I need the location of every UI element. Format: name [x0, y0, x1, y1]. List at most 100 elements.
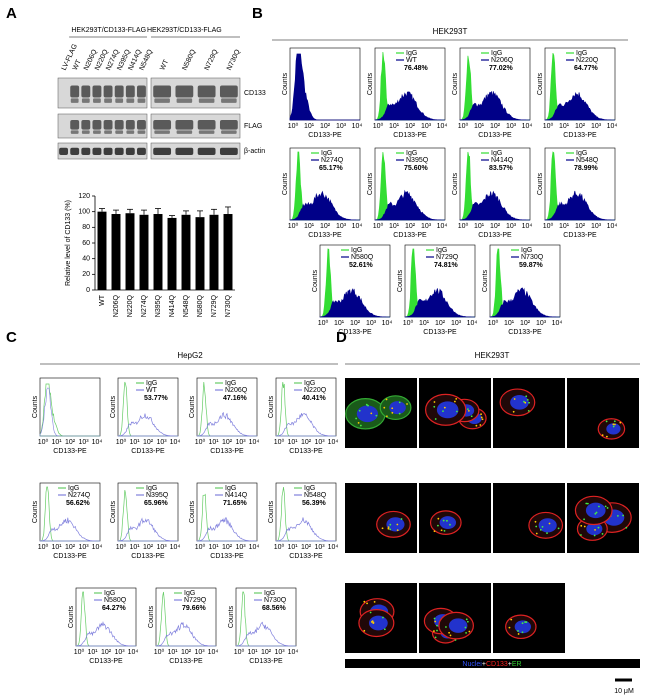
legend-text: IgG [351, 247, 362, 254]
er-dot [436, 629, 438, 632]
er-dot [448, 631, 450, 634]
y-tick-label: 60 [82, 240, 90, 247]
x-tick-label: 10² [65, 544, 76, 551]
y-axis-label: Counts [537, 72, 544, 95]
x-tick-label: N580Q [197, 294, 204, 317]
x-axis-label: CD133-PE [289, 448, 323, 455]
x-tick-label: 10⁰ [195, 543, 206, 551]
blot-band [137, 130, 146, 134]
blot-band [70, 147, 80, 155]
y-axis-label: Counts [312, 269, 319, 292]
y-tick-label: 40 [82, 256, 90, 263]
x-tick-label: 10⁴ [170, 439, 181, 446]
row-label: FLAG [244, 123, 262, 130]
er-dot [398, 412, 401, 415]
er-dot [508, 626, 511, 629]
bar [125, 213, 135, 290]
x-tick-label: 10⁰ [488, 319, 499, 327]
er-dot [594, 512, 597, 515]
x-tick-label: 10⁴ [249, 544, 260, 551]
legend-item: + [508, 661, 512, 668]
er-dot [619, 421, 622, 424]
x-tick-label: 10⁴ [607, 223, 618, 230]
er-dot [622, 514, 625, 517]
blot-band [126, 98, 135, 103]
blot-band [104, 130, 112, 134]
legend-text: N395Q [146, 492, 169, 499]
histogram [374, 189, 445, 221]
er-dot [466, 620, 469, 623]
image-label: LV-FLAG [348, 382, 376, 389]
blot-heading: HEK293T/CD133-FLAG [147, 27, 222, 34]
blot-band [125, 120, 135, 130]
er-dot [510, 618, 513, 621]
y-axis-label: Counts [537, 172, 544, 195]
x-tick-label: 10¹ [287, 544, 298, 551]
er-dot [385, 415, 388, 418]
histogram [275, 517, 336, 542]
nucleus [389, 401, 406, 415]
legend-text: IgG [521, 247, 532, 254]
x-tick-label: 10³ [591, 223, 602, 230]
x-tick-label: 10⁰ [116, 543, 127, 551]
blot-band [93, 98, 101, 103]
legend-text: N580Q [351, 254, 374, 261]
histogram [544, 92, 615, 121]
percent-label: 53.77% [144, 395, 169, 402]
x-axis-label: CD133-PE [393, 132, 427, 139]
er-dot [548, 522, 551, 525]
er-dot [387, 527, 390, 530]
er-dot [517, 633, 520, 635]
x-tick-label: 10¹ [504, 320, 515, 327]
x-tick-label: 10⁰ [318, 319, 329, 327]
legend-item: + [482, 661, 486, 668]
x-tick-label: 10⁰ [543, 222, 554, 230]
x-axis-label: CD133-PE [563, 232, 597, 239]
blot-band [115, 130, 124, 134]
legend-text: IgG [406, 150, 417, 157]
er-dot [517, 630, 519, 632]
image-label: N414Q [496, 487, 519, 494]
x-tick-label: 10³ [114, 649, 125, 656]
er-dot [383, 628, 386, 631]
legend-text: N729Q [184, 597, 207, 604]
er-dot [442, 519, 445, 522]
image-label: wild type [421, 382, 449, 389]
x-tick-label: 10² [405, 123, 416, 130]
blot-band [219, 120, 238, 130]
er-dot [449, 523, 451, 526]
y-axis-label: Counts [148, 605, 155, 628]
histogram [289, 53, 360, 121]
er-dot [433, 401, 436, 403]
blot-band [154, 98, 170, 103]
x-tick-label: 10¹ [167, 649, 178, 656]
blot-band [104, 98, 112, 103]
er-dot [358, 409, 361, 412]
er-dot [613, 420, 616, 423]
y-axis-label: Counts [282, 72, 289, 95]
x-tick-label: N395Q [155, 294, 162, 317]
histogram [319, 288, 390, 318]
x-tick-label: 10² [301, 544, 312, 551]
percent-label: 56.62% [66, 500, 91, 507]
nucleus [436, 401, 459, 419]
y-axis-label: Relative level of CD133 (%) [65, 200, 72, 286]
y-axis-label: Counts [228, 605, 235, 628]
histogram [39, 383, 100, 437]
x-axis-label: CD133-PE [210, 553, 244, 560]
x-tick-label: 10² [65, 439, 76, 446]
x-tick-label: 10⁰ [74, 648, 85, 656]
percent-label: 75.60% [404, 165, 429, 172]
blot-band [219, 147, 238, 155]
percent-label: 64.77% [574, 65, 599, 72]
x-tick-label: 10¹ [87, 649, 98, 656]
x-tick-label: 10² [181, 649, 192, 656]
x-tick-label: 10² [490, 223, 501, 230]
y-axis-label: Counts [397, 269, 404, 292]
x-axis-label: CD133-PE [131, 448, 165, 455]
panel-title: HEK293T [475, 351, 510, 360]
blot-band [103, 120, 113, 130]
y-axis-label: Counts [482, 269, 489, 292]
er-dot [406, 403, 408, 405]
x-axis-label: CD133-PE [89, 658, 123, 665]
